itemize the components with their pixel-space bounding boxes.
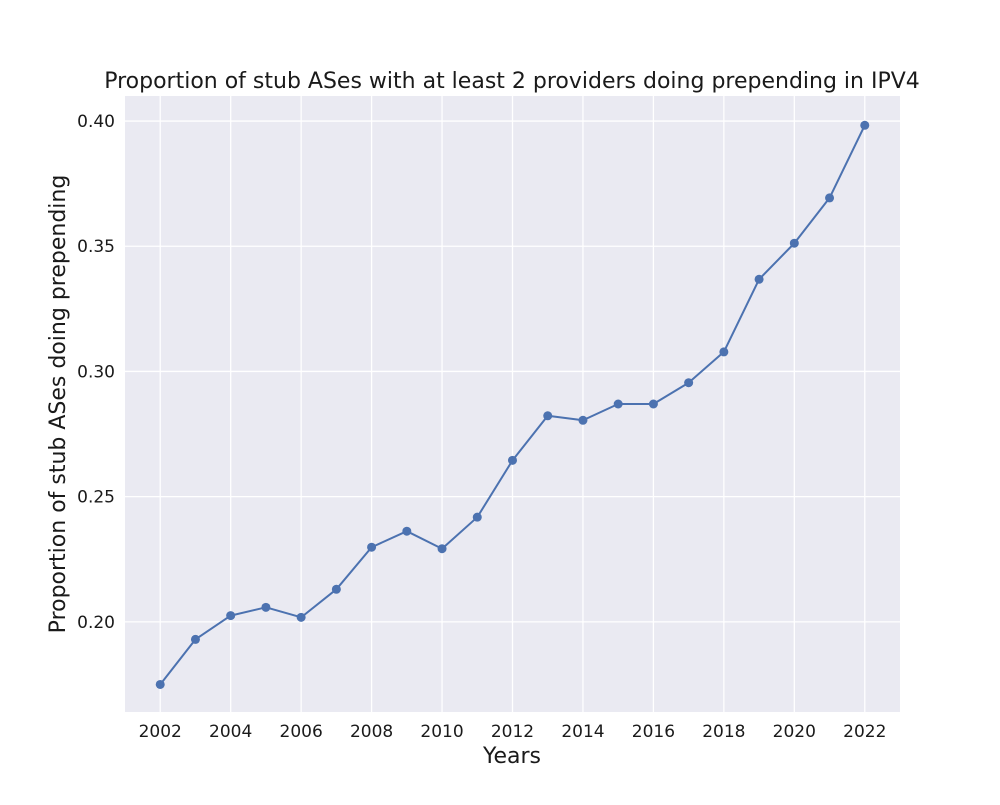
y-tick-labels: 0.20 0.25 0.30 0.35 0.40: [77, 112, 115, 633]
x-tick-label: 2004: [209, 722, 252, 742]
y-tick-label: 0.35: [77, 237, 115, 257]
y-gridlines: [125, 120, 900, 623]
data-point: [613, 399, 623, 409]
x-tick-label: 2010: [420, 722, 463, 742]
data-point: [261, 602, 271, 612]
data-point: [860, 120, 870, 130]
data-point: [190, 634, 200, 644]
data-point: [684, 378, 694, 388]
x-axis-label: Years: [482, 744, 541, 769]
data-point: [508, 455, 517, 465]
data-point: [719, 347, 729, 357]
data-point: [472, 512, 482, 522]
x-tick-label: 2022: [843, 722, 886, 742]
data-point: [578, 415, 588, 425]
data-point: [648, 399, 658, 409]
y-tick-label: 0.20: [77, 613, 115, 633]
data-point: [543, 411, 553, 421]
data-point: [226, 611, 236, 621]
series-layer: [155, 120, 870, 689]
y-axis-label: Proportion of stub ASes doing prepending: [46, 175, 71, 634]
data-point: [789, 238, 799, 248]
x-tick-label: 2018: [702, 722, 745, 742]
data-point: [825, 193, 835, 203]
x-tick-label: 2006: [280, 722, 323, 742]
y-tick-label: 0.40: [77, 112, 115, 132]
x-gridlines: [159, 96, 866, 712]
x-tick-label: 2016: [632, 722, 675, 742]
data-point: [296, 612, 306, 622]
y-tick-label: 0.30: [77, 362, 115, 382]
x-tick-labels: 2002 2004 2006 2008 2010 2012 2014 2016 2018 2020…: [139, 722, 887, 742]
y-tick-label: 0.25: [77, 488, 115, 508]
data-point: [331, 584, 341, 594]
x-tick-label: 2012: [491, 722, 534, 742]
data-point: [754, 274, 764, 284]
x-tick-label: 2002: [139, 722, 182, 742]
data-point: [437, 544, 447, 554]
data-point: [367, 542, 377, 552]
data-point: [402, 526, 412, 536]
data-point: [155, 679, 165, 689]
x-tick-label: 2008: [350, 722, 393, 742]
x-tick-label: 2020: [773, 722, 816, 742]
x-tick-label: 2014: [561, 722, 604, 742]
chart-title: Proportion of stub ASes with at least 2 …: [104, 69, 920, 94]
